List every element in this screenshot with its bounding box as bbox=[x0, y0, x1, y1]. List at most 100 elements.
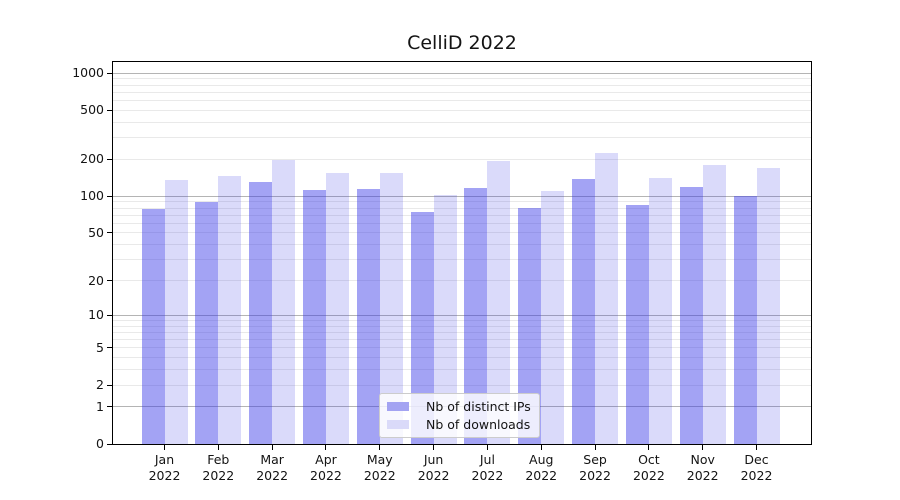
gridline-200 bbox=[113, 158, 811, 160]
bar-aug-2022-distinct-ips bbox=[518, 208, 542, 444]
y-tick-label-500: 500 bbox=[80, 102, 104, 118]
y-tick-label-2: 2 bbox=[96, 377, 104, 393]
y-tick-200 bbox=[107, 158, 112, 160]
y-tick-label-5: 5 bbox=[96, 339, 104, 355]
gridline-2 bbox=[113, 384, 811, 386]
x-tick-apr-2022 bbox=[325, 445, 327, 450]
gridline-500 bbox=[113, 109, 811, 111]
bar-apr-2022-downloads bbox=[325, 172, 349, 444]
gridline-20 bbox=[113, 280, 811, 282]
x-tick-feb-2022 bbox=[217, 445, 219, 450]
x-tick-jan-2022 bbox=[164, 445, 165, 450]
bar-nov-2022-distinct-ips bbox=[679, 186, 703, 444]
gridline-900 bbox=[113, 78, 811, 80]
y-tick-label-1000: 1000 bbox=[72, 65, 104, 81]
y-tick-1 bbox=[107, 406, 112, 408]
gridline-90 bbox=[113, 201, 811, 203]
x-tick-label-aug-2022: Aug 2022 bbox=[525, 452, 558, 484]
x-tick-label-apr-2022: Apr 2022 bbox=[310, 452, 342, 484]
x-tick-oct-2022 bbox=[648, 445, 650, 450]
gridline-1000 bbox=[113, 72, 811, 74]
bar-jan-2022-distinct-ips bbox=[141, 209, 165, 444]
bar-dec-2022-downloads bbox=[756, 167, 780, 444]
gridline-6 bbox=[113, 339, 811, 341]
y-tick-label-100: 100 bbox=[80, 188, 104, 204]
bar-feb-2022-distinct-ips bbox=[195, 201, 219, 444]
gridline-9 bbox=[113, 319, 811, 321]
gridline-400 bbox=[113, 121, 811, 123]
y-tick-label-50: 50 bbox=[88, 224, 104, 240]
gridline-100 bbox=[113, 195, 811, 197]
x-tick-may-2022 bbox=[379, 445, 381, 450]
bar-sep-2022-downloads bbox=[595, 152, 619, 444]
x-tick-dec-2022 bbox=[756, 445, 758, 450]
y-tick-2 bbox=[107, 384, 112, 386]
bar-oct-2022-distinct-ips bbox=[625, 205, 649, 444]
bar-may-2022-distinct-ips bbox=[356, 189, 380, 444]
legend-item-downloads: Nb of downloads bbox=[387, 416, 531, 434]
gridline-60 bbox=[113, 222, 811, 224]
y-tick-500 bbox=[107, 109, 112, 111]
legend-item-distinct-ips: Nb of distinct IPs bbox=[387, 398, 531, 416]
y-tick-label-0: 0 bbox=[96, 436, 104, 451]
x-tick-jul-2022 bbox=[486, 445, 488, 450]
bar-jul-2022-distinct-ips bbox=[464, 188, 488, 444]
x-tick-label-sep-2022: Sep 2022 bbox=[579, 452, 611, 484]
bar-apr-2022-distinct-ips bbox=[302, 190, 326, 444]
legend-swatch-downloads bbox=[387, 419, 409, 429]
gridline-50 bbox=[113, 232, 811, 234]
gridline-10 bbox=[113, 314, 811, 316]
x-tick-nov-2022 bbox=[702, 445, 704, 450]
bar-mar-2022-distinct-ips bbox=[249, 182, 273, 444]
gridline-8 bbox=[113, 325, 811, 327]
x-tick-label-dec-2022: Dec 2022 bbox=[740, 452, 773, 484]
legend: Nb of distinct IPs Nb of downloads bbox=[379, 393, 540, 438]
bar-jun-2022-downloads bbox=[433, 195, 457, 444]
x-tick-label-feb-2022: Feb 2022 bbox=[202, 452, 235, 484]
x-tick-label-jan-2022: Jan 2022 bbox=[148, 452, 181, 484]
y-tick-label-1: 1 bbox=[96, 398, 104, 414]
chart-title: CelliD 2022 bbox=[407, 32, 517, 54]
y-tick-label-10: 10 bbox=[88, 307, 104, 323]
bar-dec-2022-distinct-ips bbox=[733, 195, 757, 444]
y-tick-label-20: 20 bbox=[88, 272, 104, 288]
x-tick-label-mar-2022: Mar 2022 bbox=[256, 452, 289, 484]
bar-oct-2022-downloads bbox=[648, 177, 672, 444]
y-tick-5 bbox=[107, 347, 112, 349]
legend-swatch-distinct-ips bbox=[387, 402, 409, 412]
gridline-40 bbox=[113, 244, 811, 246]
bar-sep-2022-distinct-ips bbox=[572, 179, 596, 444]
gridline-3 bbox=[113, 369, 811, 371]
bar-mar-2022-downloads bbox=[272, 159, 296, 444]
gridline-4 bbox=[113, 357, 811, 359]
gridline-7 bbox=[113, 331, 811, 333]
gridline-70 bbox=[113, 214, 811, 216]
x-tick-sep-2022 bbox=[594, 445, 596, 450]
x-tick-label-jul-2022: Jul 2022 bbox=[471, 452, 504, 484]
bar-jan-2022-downloads bbox=[164, 179, 188, 444]
x-tick-label-jun-2022: Jun 2022 bbox=[417, 452, 450, 484]
gridline-700 bbox=[113, 91, 811, 93]
y-tick-1000 bbox=[107, 72, 112, 74]
gridline-30 bbox=[113, 259, 811, 261]
x-tick-jun-2022 bbox=[433, 445, 435, 450]
bar-may-2022-downloads bbox=[379, 173, 403, 444]
gridline-80 bbox=[113, 207, 811, 209]
legend-label-distinct-ips: Nb of distinct IPs bbox=[426, 399, 531, 415]
x-tick-mar-2022 bbox=[271, 445, 273, 450]
gridline-300 bbox=[113, 137, 811, 139]
bar-feb-2022-downloads bbox=[218, 176, 242, 444]
x-tick-label-may-2022: May 2022 bbox=[363, 452, 396, 484]
plot-area bbox=[113, 62, 811, 444]
gridline-800 bbox=[113, 84, 811, 86]
bar-nov-2022-downloads bbox=[702, 164, 726, 444]
x-tick-aug-2022 bbox=[540, 445, 542, 450]
gridline-600 bbox=[113, 99, 811, 101]
bar-jul-2022-downloads bbox=[487, 160, 511, 444]
y-tick-label-200: 200 bbox=[80, 151, 104, 167]
y-tick-10 bbox=[107, 314, 112, 316]
gridline-5 bbox=[113, 347, 811, 349]
x-tick-label-oct-2022: Oct 2022 bbox=[632, 452, 665, 484]
y-tick-0 bbox=[107, 443, 112, 445]
